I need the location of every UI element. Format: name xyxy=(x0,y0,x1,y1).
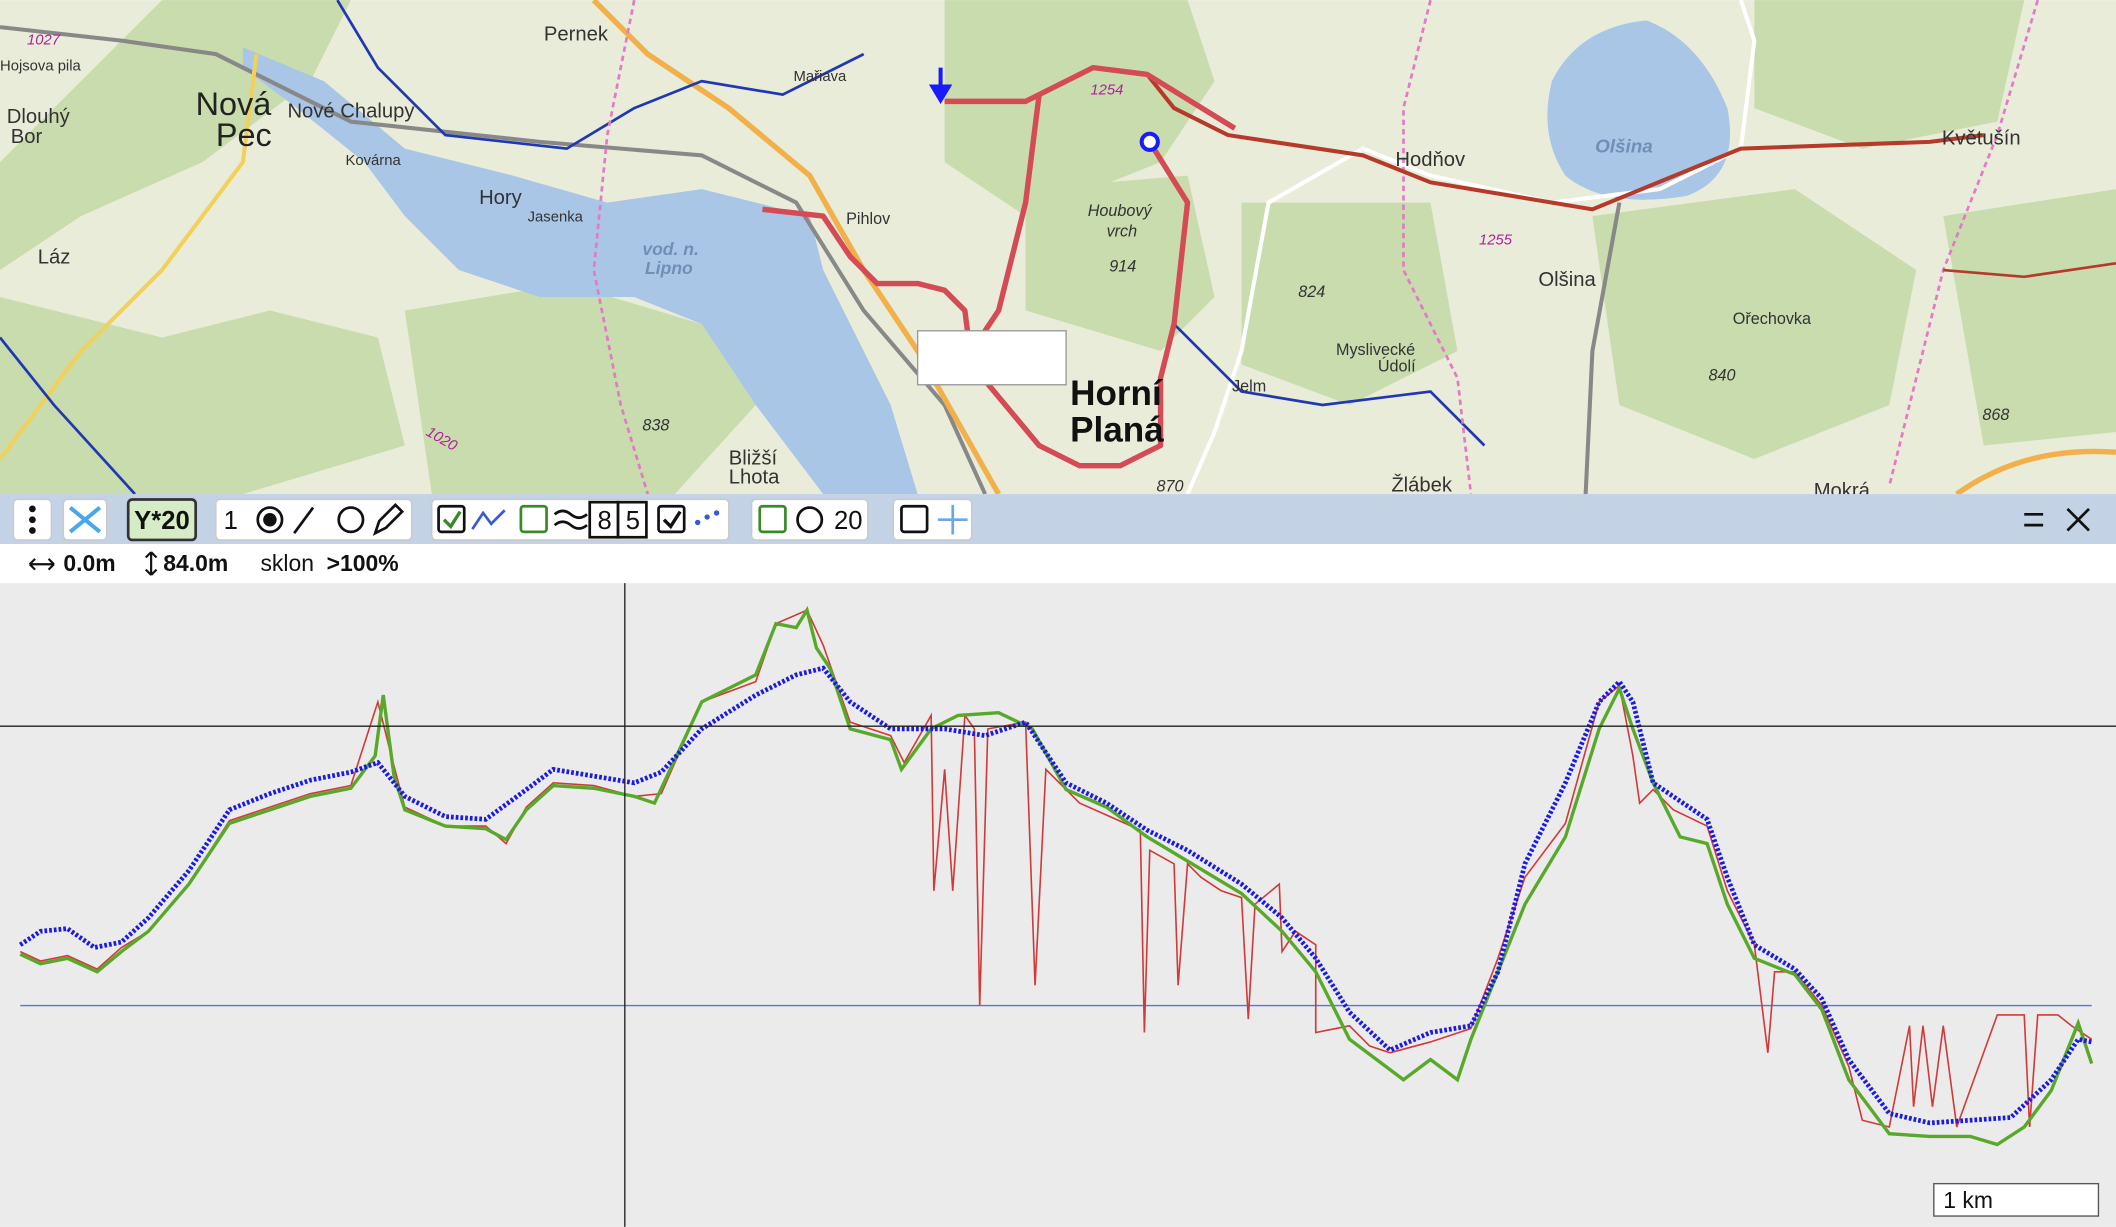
elevation-profile[interactable]: 1 km xyxy=(0,583,2116,1227)
peak-label: 868 xyxy=(1982,406,2009,424)
attach-icon[interactable] xyxy=(293,506,315,535)
record-icon[interactable] xyxy=(256,506,284,534)
forest xyxy=(0,0,2116,495)
y-scale[interactable]: Y*20 xyxy=(134,507,190,535)
water-label: Olšina xyxy=(1595,137,1653,158)
place-label: Údolí xyxy=(1378,356,1416,375)
place-label: Kovárna xyxy=(345,153,401,169)
scale-box xyxy=(1933,1182,2100,1217)
place-label: Jelm xyxy=(1232,378,1266,396)
town-blocks xyxy=(916,330,1067,386)
record-icon-dot xyxy=(263,512,277,527)
place-label: Mařiava xyxy=(794,69,847,85)
position-marker[interactable] xyxy=(1139,131,1160,152)
peak-label: 840 xyxy=(1708,367,1735,385)
close-button[interactable] xyxy=(2066,507,2090,532)
height-icon xyxy=(144,551,158,576)
start-marker[interactable] xyxy=(928,67,953,104)
speed-icon xyxy=(796,506,824,534)
place-label: Horní xyxy=(1070,374,1163,413)
status-background xyxy=(0,544,2116,584)
place-label: Květušín xyxy=(1942,128,2021,150)
place-label: Pihlov xyxy=(846,210,891,228)
checkbox[interactable] xyxy=(900,504,929,534)
smooth-a[interactable]: 8 xyxy=(597,507,611,535)
place-label: Hory xyxy=(479,187,523,209)
count[interactable]: 1 xyxy=(224,507,238,535)
cursor-icon xyxy=(937,504,968,535)
menu-dots xyxy=(29,505,36,534)
checkbox[interactable] xyxy=(758,504,787,534)
peak-label: 838 xyxy=(642,417,669,435)
water xyxy=(242,20,1731,495)
place-label: Láz xyxy=(38,246,71,268)
place-label: Bližší xyxy=(729,447,778,469)
place-label: Žlábek xyxy=(1391,473,1453,496)
place-label: Planá xyxy=(1070,410,1164,449)
place-label: Nová xyxy=(196,86,272,122)
status-bar: 0.0m 84.0m sklon >100% xyxy=(0,544,2116,584)
layer-buttons[interactable] xyxy=(431,498,730,541)
y-scale-button[interactable] xyxy=(126,498,198,542)
scale-label: 1 km xyxy=(1943,1187,1993,1213)
place-label: Olšina xyxy=(1538,269,1596,291)
place-label: Myslivecké xyxy=(1336,341,1415,359)
place-label: Ořechovka xyxy=(1733,310,1811,328)
smooth-box[interactable] xyxy=(616,500,648,539)
dots-icon xyxy=(694,510,720,526)
map[interactable]: Pernek Mařiava Nová Pec Nové Chalupy Dlo… xyxy=(0,0,2116,502)
peak-label: 914 xyxy=(1109,257,1136,275)
place-label: Dlouhý xyxy=(7,106,71,128)
profile xyxy=(18,665,2093,1126)
road-number: 1027 xyxy=(27,33,61,49)
check xyxy=(662,510,682,530)
peak-label: vrch xyxy=(1107,222,1138,240)
distance-icon xyxy=(28,558,55,571)
line-icon xyxy=(471,509,506,530)
road-number: 1255 xyxy=(1479,232,1513,248)
edit-icon[interactable] xyxy=(372,502,405,536)
check xyxy=(442,510,462,530)
place-label: Hojsova pila xyxy=(0,58,82,74)
checkbox[interactable] xyxy=(519,504,548,534)
distance: 0.0m xyxy=(63,550,115,576)
place-label: Jasenka xyxy=(528,209,584,225)
place-label: Pec xyxy=(216,117,272,153)
place-label: Hodňov xyxy=(1395,149,1466,171)
road-number: 1254 xyxy=(1090,83,1123,99)
slope-label: sklon xyxy=(260,550,314,576)
slope: >100% xyxy=(327,550,399,576)
place-label: Pernek xyxy=(544,24,609,46)
toolbar: Y*20 1 8 5 20 xyxy=(0,494,2116,545)
place-label: Lhota xyxy=(729,466,780,488)
peak-label: 870 xyxy=(1157,477,1184,495)
smoothed-profile xyxy=(19,605,2094,1147)
water-label: Lipno xyxy=(645,258,693,278)
smooth-b[interactable]: 5 xyxy=(626,507,640,535)
place-label: Bor xyxy=(11,126,43,148)
peak-label: 824 xyxy=(1298,283,1325,301)
speed[interactable]: 20 xyxy=(834,507,863,535)
fit-icon xyxy=(68,505,102,534)
profile-background xyxy=(0,583,2116,1227)
place-label: Nové Chalupy xyxy=(287,101,415,123)
height: 84.0m xyxy=(163,550,228,576)
peak-label: Houbový xyxy=(1088,202,1153,220)
swap-button[interactable] xyxy=(2024,512,2044,527)
circle-icon[interactable] xyxy=(337,506,365,534)
water-label: vod. n. xyxy=(642,239,698,259)
smooth-icon xyxy=(553,509,588,530)
